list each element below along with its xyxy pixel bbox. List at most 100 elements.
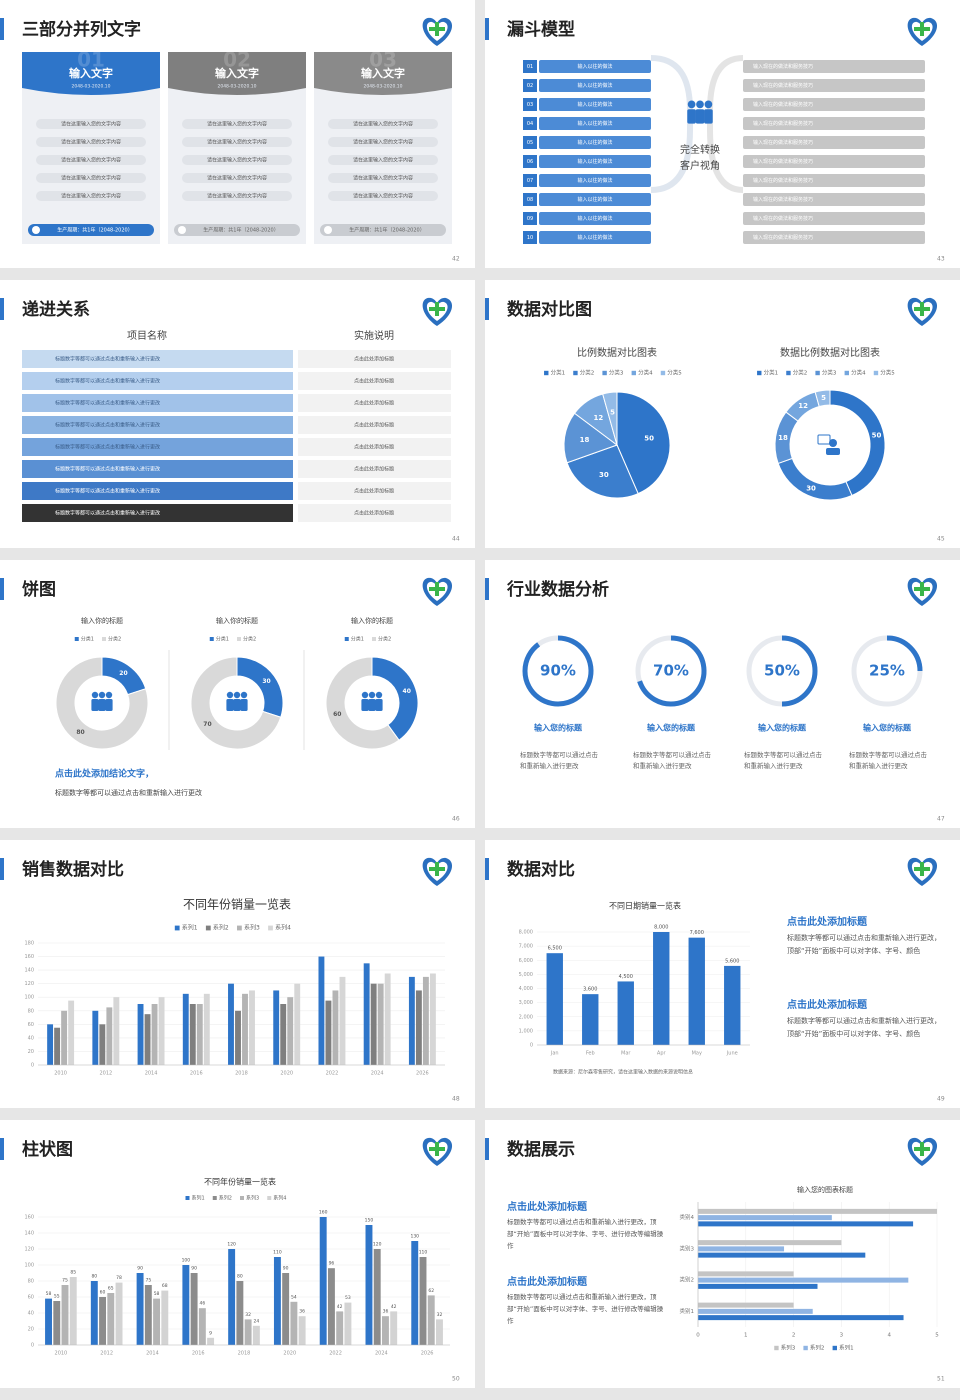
ring-text: 标题数字等都可以通过点击和重新输入进行更改 — [744, 751, 822, 771]
slice-label: 70 — [203, 721, 211, 728]
number-box — [523, 155, 537, 168]
item-pill — [182, 173, 292, 183]
left-bar — [539, 117, 651, 130]
item-pill — [36, 137, 146, 147]
legend-swatch — [205, 925, 211, 931]
bar — [698, 1252, 866, 1258]
number-box — [523, 98, 537, 111]
right-bar — [743, 231, 925, 244]
row-number: 09 — [527, 216, 533, 222]
y-tick-label: 100 — [24, 995, 34, 1001]
y-tick-label: 1,000 — [519, 1028, 533, 1034]
item-text: 请在这里输入您的文字内容 — [207, 193, 267, 200]
bar — [242, 993, 248, 1065]
title-accent — [485, 578, 489, 600]
legend-swatch — [209, 637, 214, 641]
legend-label: 分类2 — [378, 636, 391, 643]
slice — [814, 389, 831, 408]
icon-head — [361, 691, 369, 699]
data-label: 42 — [391, 1304, 397, 1310]
legend-label: 分类2 — [580, 369, 595, 377]
legend-swatch — [344, 637, 349, 641]
x-tick-label: 2018 — [235, 1071, 248, 1077]
slide-background — [0, 840, 475, 1108]
legend-label: 系列2 — [213, 924, 229, 932]
row-number: 01 — [527, 64, 533, 70]
page-number: 43 — [937, 256, 945, 263]
y-tick-label: 类别2 — [680, 1276, 695, 1284]
chart-title: 输入你的标题 — [351, 616, 393, 625]
row-left — [22, 416, 293, 434]
data-label: 85 — [70, 1270, 76, 1276]
row-text: 标题数字等都可以通过点击和重新输入进行更改 — [55, 356, 160, 363]
x-tick-label: 2024 — [375, 1351, 388, 1357]
x-tick-label: Jan — [550, 1051, 559, 1057]
bar — [53, 1301, 61, 1345]
item-pill — [328, 119, 438, 129]
y-tick-label: 6,000 — [519, 958, 533, 964]
bar — [294, 983, 301, 1065]
y-tick-label: 2,000 — [519, 1014, 533, 1020]
icon-body — [368, 699, 376, 711]
bar — [144, 1014, 151, 1065]
title-accent — [485, 18, 489, 40]
data-label: 6,500 — [548, 946, 562, 952]
left-bar — [539, 231, 651, 244]
bar — [377, 983, 384, 1065]
slice — [371, 656, 419, 741]
block-text-box: 标题数字等都可以通过点击和重新输入进行更改，顶部“开始”面板中可以对字体、字号、… — [787, 1017, 941, 1038]
x-tick-label: Apr — [657, 1051, 667, 1057]
data-label: 90 — [191, 1266, 197, 1272]
left-text: 输入以往的做法 — [577, 215, 612, 222]
legend-label: 系列3 — [244, 924, 260, 932]
data-label: 42 — [337, 1304, 343, 1310]
page-number: 49 — [937, 1096, 945, 1103]
legend-swatch — [174, 925, 180, 931]
footer-check — [178, 226, 186, 234]
item-text: 请在这里输入您的文字内容 — [353, 139, 413, 146]
x-tick-label: 2020 — [283, 1351, 296, 1357]
bar — [370, 983, 377, 1065]
left-bar — [539, 193, 651, 206]
left-text: 输入以往的做法 — [577, 101, 612, 108]
right-bar — [743, 193, 925, 206]
logo-cross — [920, 862, 924, 876]
right-bar — [743, 98, 925, 111]
row-text: 标题数字等都可以通过点击和重新输入进行更改 — [55, 378, 160, 385]
y-tick-label: 类别1 — [680, 1307, 695, 1315]
item-pill — [182, 155, 292, 165]
left-bar — [539, 212, 651, 225]
title-accent — [0, 858, 4, 880]
bar — [318, 956, 325, 1065]
x-tick-label: 2 — [792, 1333, 796, 1339]
block-heading: 点击此处添加标题 — [507, 1200, 588, 1213]
column-header: 实施说明 — [354, 329, 394, 342]
data-label: 58 — [46, 1291, 52, 1297]
bar — [339, 976, 346, 1065]
conclusion-note: 标题数字等都可以通过点击和重新输入进行更改 — [55, 788, 202, 797]
data-label: 54 — [291, 1294, 297, 1300]
bar — [61, 1285, 69, 1345]
left-bar — [539, 60, 651, 73]
y-tick-label: 20 — [28, 1049, 34, 1055]
bar — [99, 1024, 106, 1065]
y-tick-label: 100 — [24, 1263, 34, 1269]
column-header — [314, 52, 452, 95]
legend-swatch — [268, 925, 273, 931]
ring-text: 标题数字等都可以通过点击和重新输入进行更改 — [849, 751, 927, 771]
bar — [161, 1290, 169, 1345]
y-tick-label: 120 — [24, 981, 34, 987]
title-accent — [485, 298, 489, 320]
number-box — [523, 193, 537, 206]
title-accent — [0, 298, 4, 320]
icon-body — [233, 699, 241, 711]
number-box — [523, 60, 537, 73]
right-text: 输入现在的做法和服务技巧 — [753, 63, 813, 70]
column-heading: 输入文字 — [361, 66, 405, 80]
center-text: 完全转换 — [680, 143, 720, 156]
row-left — [22, 372, 293, 390]
data-label: 96 — [329, 1261, 335, 1267]
legend-swatch — [631, 370, 636, 376]
icon-body — [361, 699, 369, 711]
y-tick-label: 120 — [24, 1247, 34, 1253]
